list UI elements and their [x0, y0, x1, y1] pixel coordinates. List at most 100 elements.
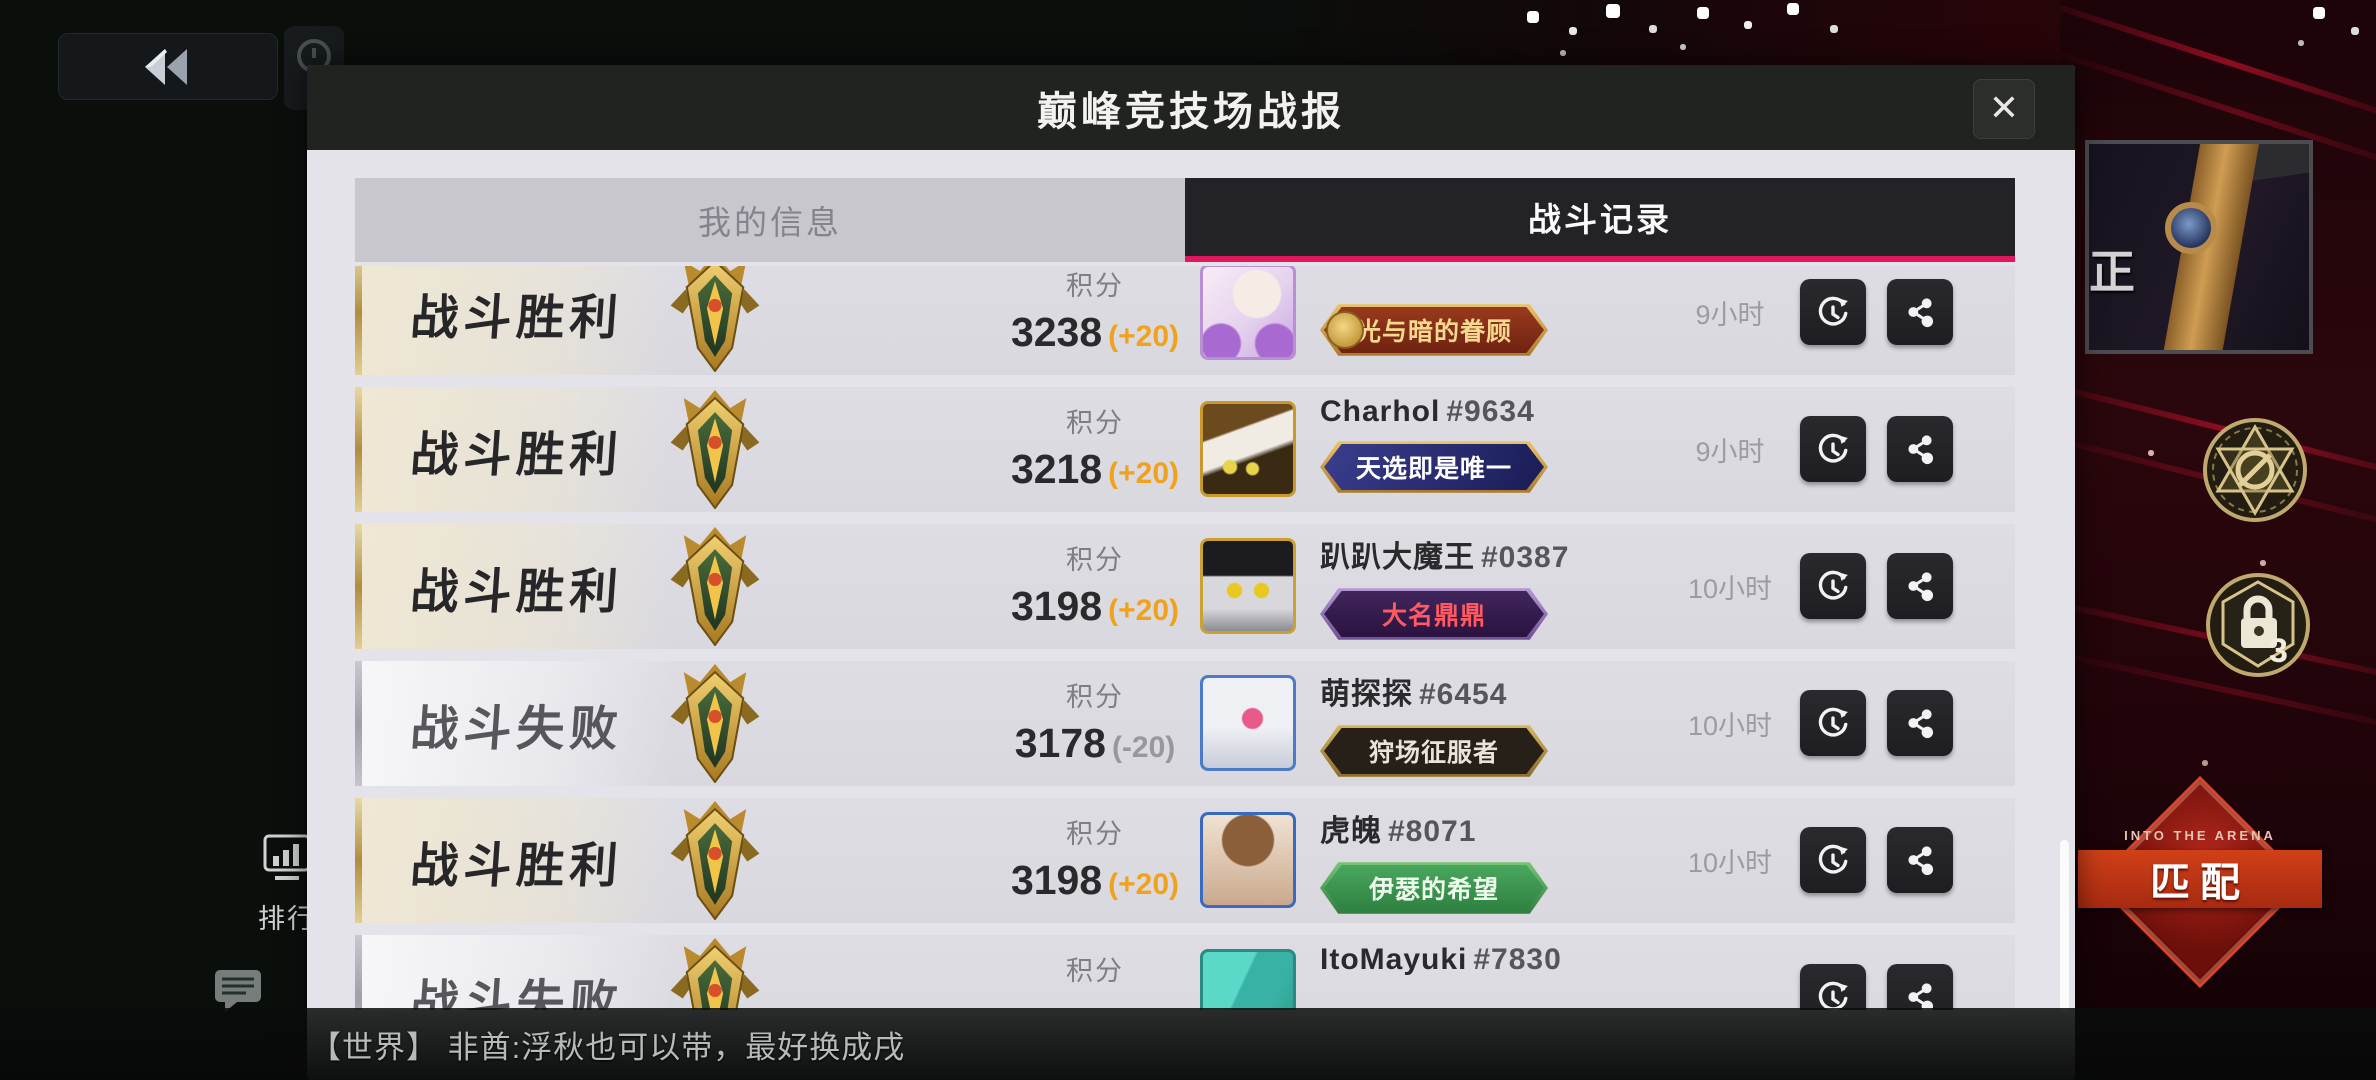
record-time: 10小时	[1687, 574, 1773, 604]
battle-detail-button[interactable]	[1800, 690, 1866, 756]
history-clock-icon	[1818, 296, 1850, 326]
player-info: 光与暗的眷顾	[1320, 266, 1548, 358]
player-info: Charhol #9634 天选即是唯一	[1320, 395, 1548, 495]
back-button[interactable]	[58, 33, 278, 100]
share-button[interactable]	[1887, 690, 1953, 756]
match-sublabel: INTO THE ARENA	[2124, 828, 2276, 843]
history-clock-icon	[1818, 570, 1850, 600]
record-time: 10小时	[1687, 711, 1773, 741]
points-label: 积分	[1066, 408, 1124, 438]
battle-detail-button[interactable]	[1800, 416, 1866, 482]
lock-count: 3	[2269, 632, 2288, 670]
player-info: 虎魄 #8071 伊瑟的希望	[1320, 806, 1548, 916]
billboard-text: 正	[2089, 246, 2135, 298]
player-title-badge: 天选即是唯一	[1320, 441, 1548, 493]
battle-record-row: 战斗失败 积分 ItoMayuki #7830	[355, 935, 2015, 1010]
chat-message: 【世界】 非酋:浮秋也可以带，最好换成戌	[310, 1029, 906, 1065]
scrollbar-thumb[interactable]	[2060, 840, 2069, 1012]
tab-my-info[interactable]: 我的信息	[355, 178, 1185, 262]
player-name: 趴趴大魔王 #0387	[1320, 541, 1570, 574]
points-label: 积分	[1066, 682, 1124, 712]
double-chevron-left-icon	[145, 48, 187, 85]
points-delta: (+20)	[1108, 320, 1180, 353]
chat-bubble-icon[interactable]	[213, 968, 263, 1019]
battle-detail-button[interactable]	[1800, 553, 1866, 619]
points-block: 积分 3198 (+20)	[955, 798, 1235, 923]
dialog-title: 巅峰竞技场战报	[1037, 89, 1345, 134]
points-delta: (+20)	[1108, 594, 1180, 627]
points-value: 3218	[1010, 446, 1103, 492]
battle-record-row: 战斗胜利 积分 3198 (+20) 趴趴大魔王 #0387 大名鼎鼎 1	[355, 524, 2015, 649]
lock-icon: 3	[2206, 573, 2310, 677]
points-value: 3198	[1010, 857, 1103, 903]
share-button[interactable]	[1887, 279, 1953, 345]
rank-emblem-icon	[655, 526, 775, 647]
battle-detail-button[interactable]	[1800, 279, 1866, 345]
battle-result: 战斗胜利	[362, 524, 672, 649]
locked-mode-emblem[interactable]: 3	[2203, 570, 2313, 680]
battle-record-row: 战斗胜利 积分 3218 (+20) Charhol #9634 天选即是唯一	[355, 387, 2015, 512]
battle-record-list[interactable]: 战斗胜利 积分 3238 (+20) 光与暗的眷顾	[355, 266, 2015, 1010]
player-avatar[interactable]	[1200, 949, 1296, 1010]
dialog-body: 我的信息 战斗记录 战斗胜利 积分 3238 (+20)	[307, 178, 2075, 1010]
ranking-label: 排行	[258, 904, 316, 934]
battle-detail-button[interactable]	[1800, 964, 1866, 1010]
share-button[interactable]	[1887, 416, 1953, 482]
points-label: 积分	[1066, 956, 1124, 986]
points-delta: (+20)	[1108, 868, 1180, 901]
points-label: 积分	[1066, 819, 1124, 849]
tab-battle-records[interactable]: 战斗记录	[1185, 178, 2015, 262]
battle-record-row: 战斗失败 积分 3178 (-20) 萌探探 #6454 狩场征服者 10	[355, 661, 2015, 786]
match-banner: 匹配	[2078, 850, 2322, 908]
share-button[interactable]	[1887, 553, 1953, 619]
share-button[interactable]	[1887, 964, 1953, 1010]
arena-billboard: 正	[2085, 140, 2313, 354]
player-name	[1320, 266, 1548, 292]
player-title-badge: 光与暗的眷顾	[1320, 304, 1548, 356]
result-accent-bar	[355, 661, 362, 786]
player-avatar[interactable]	[1200, 538, 1296, 634]
share-button[interactable]	[1887, 827, 1953, 893]
battle-result: 战斗失败	[362, 661, 672, 786]
star-mode-emblem[interactable]	[2200, 415, 2310, 525]
world-chat-bar[interactable]: 【世界】 非酋:浮秋也可以带，最好换成戌	[0, 1008, 2376, 1080]
share-icon	[1908, 435, 1934, 465]
player-title-badge: 伊瑟的希望	[1320, 862, 1548, 914]
rank-emblem-icon	[655, 266, 775, 373]
ranking-button[interactable]: 排行	[232, 832, 342, 936]
battle-result: 战斗胜利	[362, 798, 672, 923]
record-time: 10小时	[1687, 848, 1773, 878]
rank-emblem-icon	[655, 800, 775, 921]
player-info: ItoMayuki #7830	[1320, 943, 1562, 977]
share-icon	[1908, 298, 1934, 328]
close-button[interactable]: ✕	[1973, 79, 2035, 139]
history-clock-icon	[1818, 707, 1850, 737]
points-label: 积分	[1066, 545, 1124, 575]
match-button[interactable]: INTO THE ARENA 匹配	[2078, 775, 2322, 989]
player-title-badge: 大名鼎鼎	[1320, 588, 1548, 640]
player-avatar[interactable]	[1200, 266, 1296, 360]
player-avatar[interactable]	[1200, 812, 1296, 908]
dialog-header: 巅峰竞技场战报 ✕	[307, 65, 2075, 150]
player-info: 萌探探 #6454 狩场征服者	[1320, 669, 1548, 779]
battle-result: 战斗胜利	[362, 266, 672, 375]
history-clock-icon	[1818, 844, 1850, 874]
share-icon	[1908, 846, 1934, 876]
points-block: 积分 3198 (+20)	[955, 524, 1235, 649]
rank-emblem-icon	[655, 663, 775, 784]
record-time	[1675, 935, 1785, 1010]
player-avatar[interactable]	[1200, 401, 1296, 497]
rank-emblem-icon	[655, 937, 775, 1010]
player-avatar[interactable]	[1200, 675, 1296, 771]
battle-detail-button[interactable]	[1800, 827, 1866, 893]
stadium-lights	[0, 0, 2, 2]
points-value: 3198	[1010, 583, 1103, 629]
points-delta: (+20)	[1108, 457, 1180, 490]
battle-result: 战斗胜利	[362, 387, 672, 512]
player-name: ItoMayuki #7830	[1320, 943, 1562, 976]
points-delta: (-20)	[1111, 731, 1176, 764]
player-info: 趴趴大魔王 #0387 大名鼎鼎	[1320, 532, 1569, 642]
tab-bar: 我的信息 战斗记录	[355, 178, 2015, 262]
result-accent-bar	[355, 935, 362, 1010]
